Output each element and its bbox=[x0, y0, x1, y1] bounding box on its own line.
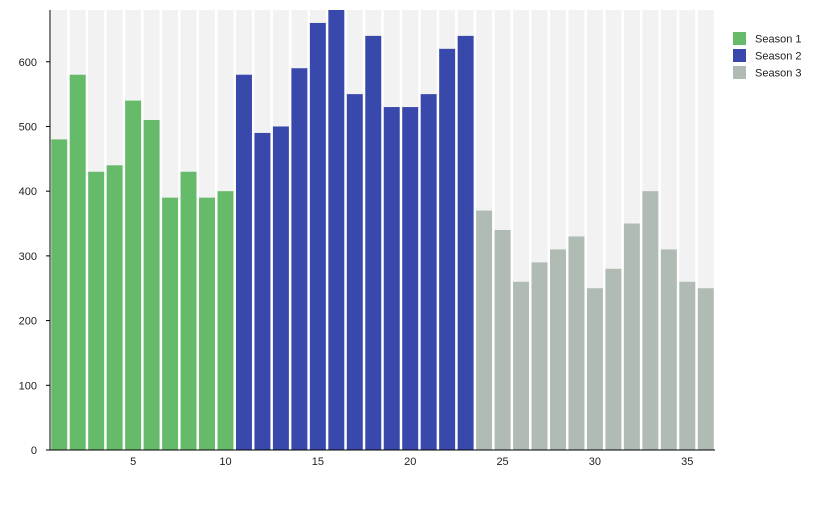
bar-season-3-35 bbox=[679, 281, 696, 450]
bar-season-2-23 bbox=[457, 35, 474, 450]
x-tick-label: 20 bbox=[404, 456, 416, 468]
legend: Season 1 Season 2 Season 3 bbox=[733, 32, 801, 80]
bar-season-1-3 bbox=[88, 171, 105, 450]
bar-season-1-8 bbox=[180, 171, 197, 450]
bar-season-2-19 bbox=[383, 107, 400, 450]
x-tick-label: 15 bbox=[312, 456, 324, 468]
bar-season-3-24 bbox=[476, 210, 493, 450]
bar-season-1-6 bbox=[143, 120, 160, 450]
legend-swatch bbox=[733, 32, 746, 45]
bar-season-3-25 bbox=[494, 230, 511, 450]
y-tick-label: 600 bbox=[19, 57, 37, 69]
bar-season-3-33 bbox=[642, 191, 659, 451]
legend-label: Season 3 bbox=[755, 68, 801, 80]
bar-season-1-5 bbox=[125, 100, 142, 451]
bar-season-1-10 bbox=[217, 191, 234, 451]
y-tick-label: 0 bbox=[31, 445, 37, 457]
bar-season-3-27 bbox=[531, 262, 548, 450]
bar-season-2-11 bbox=[235, 74, 252, 451]
bar-season-3-30 bbox=[586, 288, 603, 450]
bar-season-2-13 bbox=[272, 126, 289, 451]
x-tick-label: 35 bbox=[681, 456, 693, 468]
y-tick-label: 200 bbox=[19, 316, 37, 328]
y-tick-label: 400 bbox=[19, 186, 37, 198]
bar-season-2-16 bbox=[328, 10, 345, 450]
y-tick-label: 100 bbox=[19, 380, 37, 392]
bar-season-1-9 bbox=[199, 197, 215, 450]
bar-season-2-14 bbox=[291, 68, 308, 450]
bar-season-3-31 bbox=[605, 268, 622, 450]
bar-season-3-34 bbox=[660, 249, 677, 450]
bar-season-1-7 bbox=[162, 197, 179, 450]
bar-season-2-12 bbox=[254, 132, 271, 451]
bar-season-3-28 bbox=[550, 249, 566, 450]
bar-season-1-4 bbox=[106, 165, 123, 450]
x-tick-label: 5 bbox=[130, 456, 136, 468]
legend-label: Season 2 bbox=[755, 51, 801, 63]
bar-season-3-29 bbox=[568, 236, 585, 450]
x-axis: 5 10 15 20 25 30 35 bbox=[50, 449, 715, 468]
bar-season-3-26 bbox=[513, 281, 530, 450]
x-tick-label: 10 bbox=[219, 456, 231, 468]
bar-season-2-17 bbox=[346, 94, 363, 450]
bar-season-2-15 bbox=[309, 22, 326, 451]
bar-season-1-1 bbox=[51, 139, 68, 451]
bar-season-2-21 bbox=[420, 94, 437, 450]
y-tick-label: 500 bbox=[19, 121, 37, 133]
bar-season-3-32 bbox=[623, 223, 640, 450]
x-tick-label: 25 bbox=[496, 456, 508, 468]
bar-season-3-36 bbox=[697, 288, 714, 450]
legend-swatch bbox=[733, 66, 746, 79]
data-bars bbox=[51, 10, 714, 451]
legend-swatch bbox=[733, 49, 746, 62]
bar-season-1-2 bbox=[69, 74, 86, 451]
legend-label: Season 1 bbox=[755, 34, 801, 46]
bar-season-2-18 bbox=[365, 35, 382, 450]
y-tick-label: 300 bbox=[19, 251, 37, 263]
x-tick-label: 30 bbox=[589, 456, 601, 468]
bar-season-2-22 bbox=[439, 48, 456, 451]
bar-season-2-20 bbox=[402, 107, 419, 450]
y-axis: 0 100 200 300 400 500 600 bbox=[19, 10, 51, 457]
